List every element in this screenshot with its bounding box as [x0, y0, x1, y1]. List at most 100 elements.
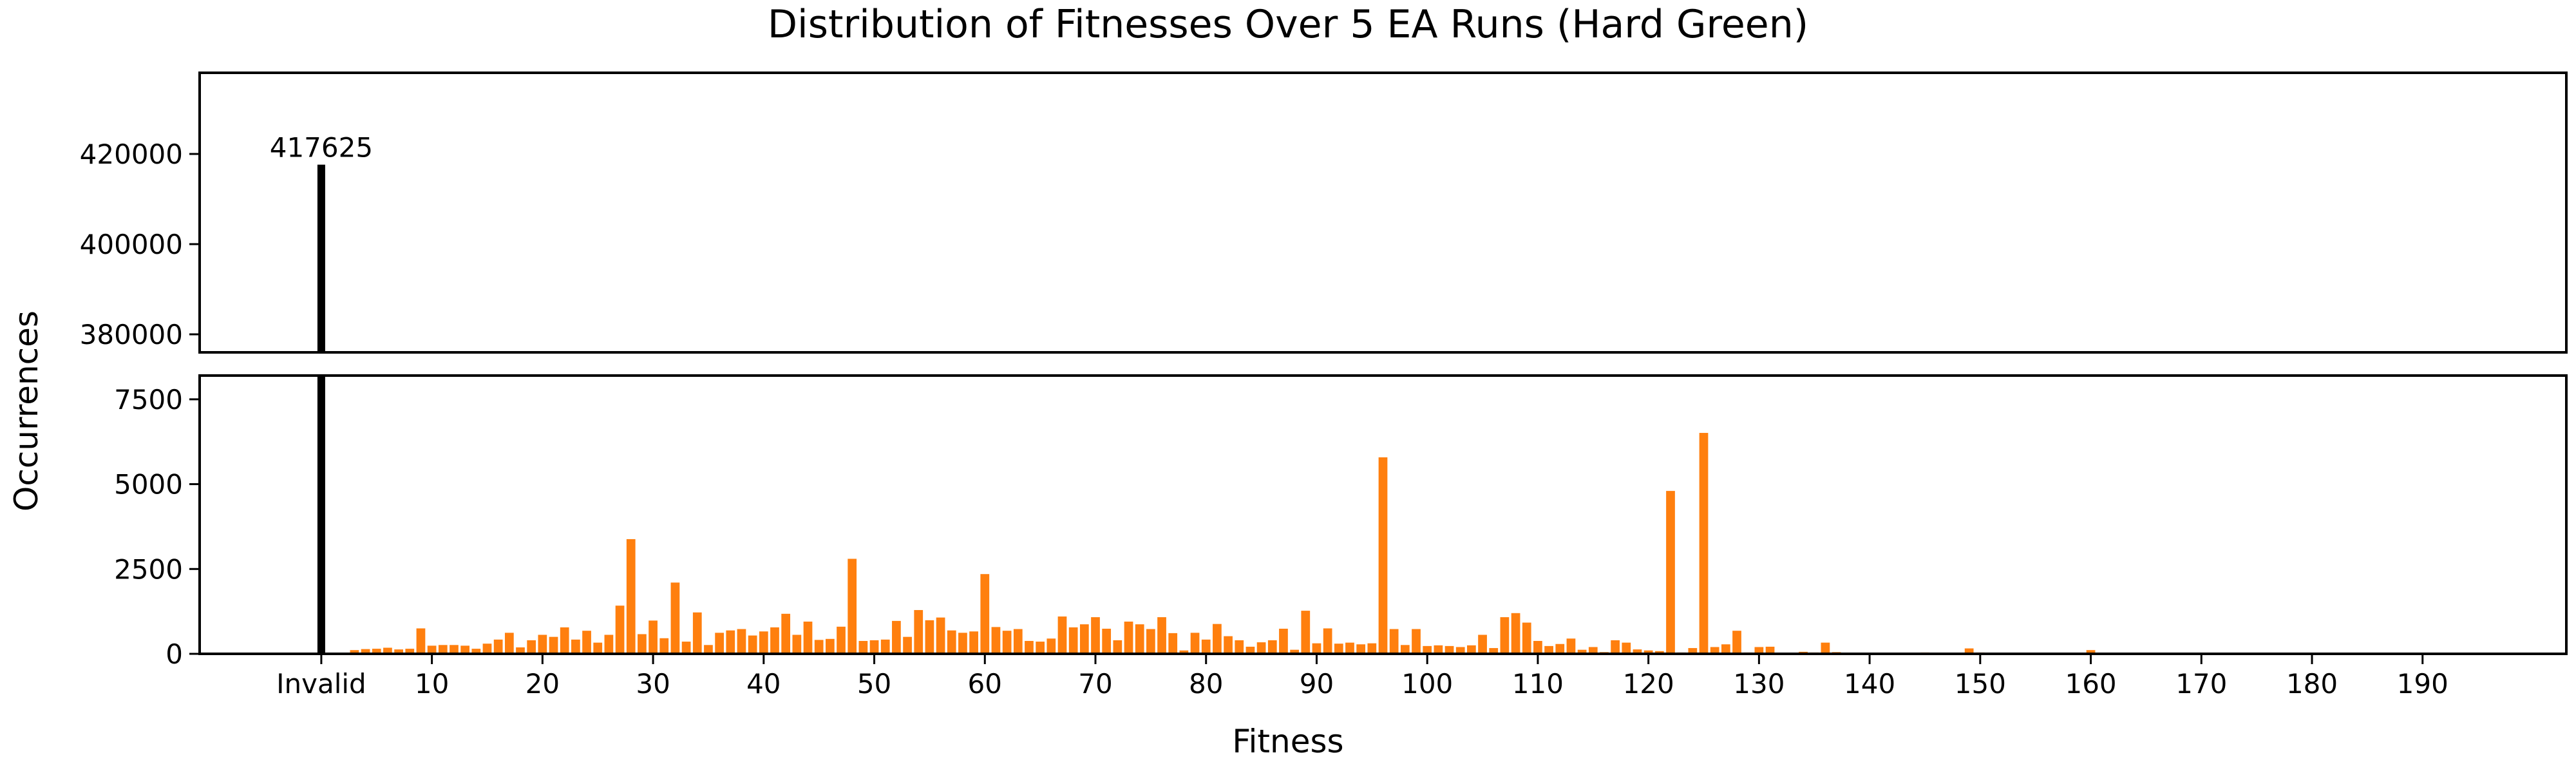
- fitness-bar-121: [1654, 651, 1664, 654]
- fitness-bar-10: [427, 645, 437, 654]
- x-tick-label-130: 130: [1733, 668, 1785, 700]
- x-tick-label-180: 180: [2286, 668, 2338, 700]
- fitness-bar-130: [1754, 647, 1764, 654]
- fitness-bar-15: [482, 644, 492, 654]
- x-tick-label-120: 120: [1623, 668, 1674, 700]
- fitness-bar-54: [914, 610, 923, 654]
- fitness-bar-83: [1235, 640, 1244, 654]
- fitness-bar-11: [438, 645, 448, 654]
- fitness-bar-51: [880, 639, 890, 654]
- fitness-bar-62: [1002, 631, 1012, 654]
- x-tick-label-160: 160: [2065, 668, 2116, 700]
- fitness-bar-53: [903, 636, 912, 654]
- fitness-bar-47: [837, 626, 846, 654]
- fitness-bar-91: [1323, 628, 1332, 654]
- fitness-bar-101: [1434, 645, 1443, 654]
- x-tick-label-100: 100: [1401, 668, 1453, 700]
- fitness-bar-5: [372, 649, 381, 654]
- lower-y-tick-label-5000: 5000: [114, 469, 183, 501]
- fitness-bar-42: [781, 613, 791, 654]
- fitness-bar-34: [692, 612, 702, 654]
- fitness-bar-111: [1544, 645, 1553, 654]
- upper-panel-y-ticks: 380000 400000 420000: [80, 138, 200, 350]
- fitness-bar-16: [493, 639, 503, 654]
- x-tick-label-50: 50: [857, 668, 891, 700]
- fitness-bar-118: [1622, 642, 1631, 654]
- fitness-bar-14: [471, 649, 481, 654]
- x-tick-label-80: 80: [1189, 668, 1223, 700]
- fitness-bar-115: [1588, 647, 1598, 654]
- fitness-bar-44: [803, 621, 813, 654]
- x-tick-label-20: 20: [526, 668, 560, 700]
- lower-y-tick-label-7500: 7500: [114, 384, 183, 415]
- fitness-bar-108: [1511, 613, 1520, 654]
- fitness-bar-110: [1533, 640, 1542, 654]
- fitness-bar-120: [1643, 650, 1653, 654]
- fitness-bar-103: [1455, 647, 1465, 654]
- fitness-bar-93: [1345, 642, 1354, 654]
- invalid-value-label: 417625: [270, 132, 373, 164]
- fitness-bar-117: [1611, 640, 1620, 654]
- x-axis-ticks: Invalid 10 20 30 40 50 60 70 80 90 100 110 120 130 140…: [276, 654, 2448, 700]
- fitness-bar-21: [549, 636, 558, 654]
- fitness-bar-72: [1113, 640, 1122, 654]
- fitness-bar-69: [1079, 624, 1089, 654]
- fitness-bar-97: [1389, 629, 1399, 654]
- fitness-bar-98: [1400, 645, 1410, 654]
- fitness-bar-71: [1102, 629, 1112, 654]
- fitness-bar-20: [538, 635, 547, 654]
- fitness-bar-3: [350, 650, 359, 654]
- fitness-bar-29: [638, 634, 647, 654]
- fitness-bar-18: [516, 647, 525, 654]
- fitness-bar-126: [1710, 647, 1719, 654]
- upper-y-tick-label-420000: 420000: [80, 138, 183, 170]
- fitness-bar-88: [1290, 649, 1299, 654]
- fitness-bar-19: [527, 640, 536, 654]
- fitness-bar-58: [958, 633, 967, 654]
- fitness-bar-60: [980, 574, 990, 654]
- fitness-bar-124: [1688, 648, 1698, 654]
- fitness-bar-4: [361, 649, 370, 654]
- x-tick-label-110: 110: [1512, 668, 1564, 700]
- lower-panel: 0 2500 5000 7500 Invalid 10 20 30 40 50 60 70 80 90 1…: [114, 374, 2568, 700]
- fitness-bar-75: [1146, 629, 1155, 654]
- lower-panel-bars: [317, 376, 2107, 654]
- fitness-bar-52: [892, 620, 901, 654]
- fitness-bar-64: [1025, 640, 1034, 654]
- fitness-bar-37: [726, 630, 735, 654]
- fitness-bar-77: [1168, 633, 1178, 654]
- fitness-bar-96: [1378, 457, 1388, 654]
- fitness-bar-86: [1267, 640, 1277, 654]
- y-axis-label: Occurrences: [8, 310, 45, 511]
- fitness-bar-36: [715, 633, 724, 654]
- x-tick-label-170: 170: [2175, 668, 2227, 700]
- fitness-bar-30: [649, 620, 658, 654]
- fitness-bar-59: [969, 631, 978, 654]
- x-axis-label: Fitness: [1232, 723, 1343, 760]
- fitness-bar-17: [504, 633, 514, 654]
- fitness-bar-113: [1566, 638, 1576, 654]
- fitness-bar-7: [394, 649, 403, 654]
- fitness-bar-28: [626, 539, 636, 654]
- fitness-bar-40: [759, 631, 768, 654]
- fitness-bar-102: [1444, 645, 1454, 654]
- fitness-bar-82: [1224, 636, 1233, 654]
- fitness-bar-119: [1633, 649, 1642, 654]
- fitness-bar-122: [1666, 491, 1675, 654]
- fitness-bar-24: [582, 631, 591, 654]
- fitness-bar-38: [737, 629, 746, 654]
- fitness-bar-114: [1577, 649, 1587, 654]
- fitness-bar-9: [416, 628, 426, 654]
- fitness-bar-63: [1013, 629, 1023, 654]
- fitness-bar-22: [560, 627, 569, 654]
- fitness-bar-78: [1179, 650, 1189, 654]
- x-tick-label-40: 40: [746, 668, 781, 700]
- fitness-bar-31: [659, 638, 669, 654]
- fitness-bar-33: [681, 642, 691, 654]
- lower-y-tick-label-0: 0: [166, 638, 183, 670]
- x-tick-label-140: 140: [1844, 668, 1895, 700]
- fitness-bar-50: [869, 640, 879, 654]
- x-tick-label-0: Invalid: [276, 668, 366, 700]
- fitness-bar-99: [1412, 629, 1421, 654]
- x-tick-label-70: 70: [1078, 668, 1112, 700]
